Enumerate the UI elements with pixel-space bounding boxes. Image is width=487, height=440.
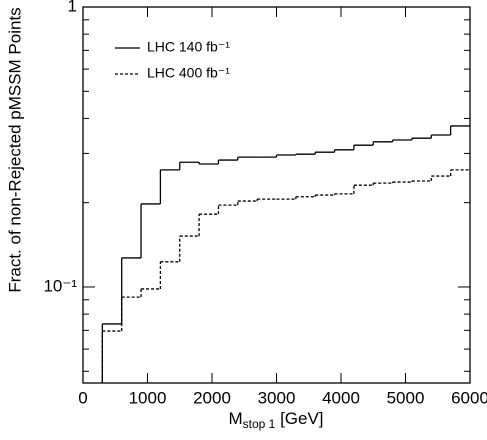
- x-axis-label: Mstop 1 [GeV]: [228, 409, 323, 431]
- x-tick-label: 0: [78, 388, 87, 407]
- x-tick-label: 4000: [322, 388, 360, 407]
- x-label-sub: stop 1: [243, 417, 276, 431]
- x-tick-label: 3000: [258, 388, 296, 407]
- x-label-unit: [GeV]: [275, 409, 323, 428]
- y-tick-label: 10⁻¹: [43, 276, 77, 295]
- legend-label: LHC 140 fb⁻¹: [147, 39, 230, 55]
- y-axis-label: Fract. of non-Rejected pMSSM Points: [5, 7, 24, 292]
- legend-label: LHC 400 fb⁻¹: [147, 65, 230, 81]
- x-tick-label: 5000: [387, 388, 425, 407]
- y-tick-label: 1: [68, 0, 77, 15]
- x-label-main: M: [228, 409, 242, 428]
- plot-frame: [82, 6, 471, 384]
- x-tick-label: 6000: [451, 388, 487, 407]
- x-tick-label: 1000: [129, 388, 167, 407]
- x-tick-label: 2000: [193, 388, 231, 407]
